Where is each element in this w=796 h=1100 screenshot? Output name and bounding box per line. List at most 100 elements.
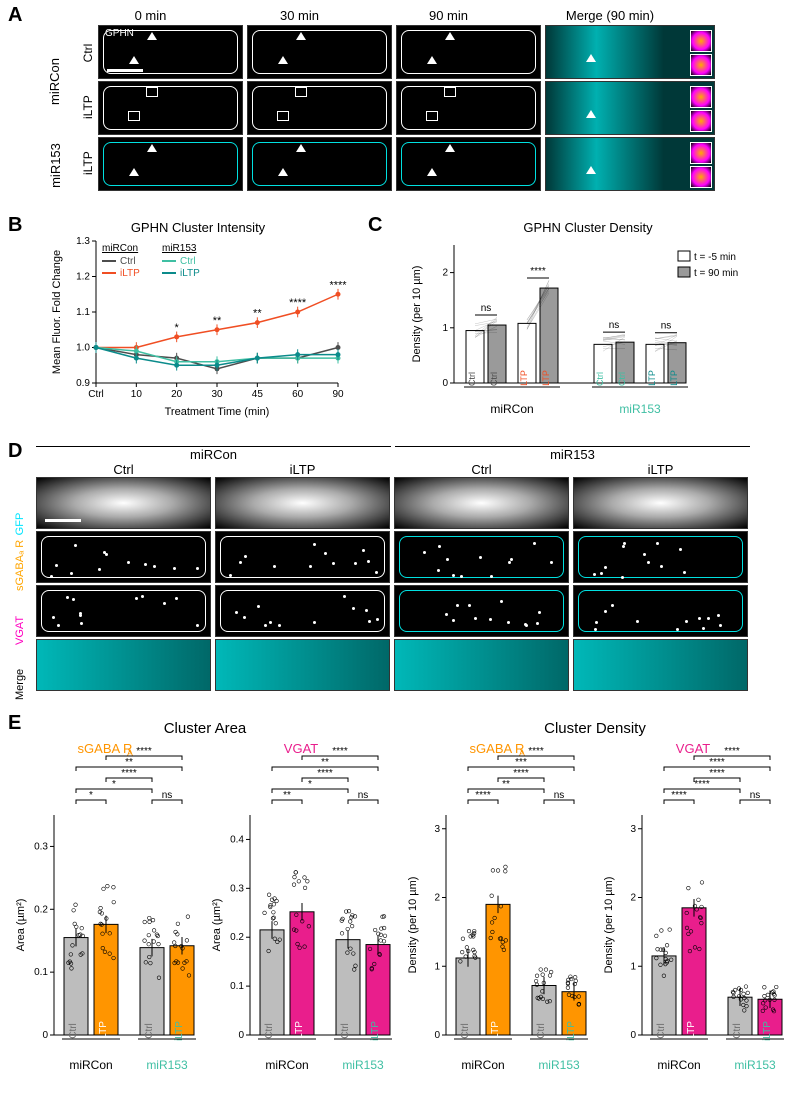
svg-text:ns: ns xyxy=(661,321,672,332)
e-chart-1: VGAT00.10.20.30.4Area (µm²)CtrliLTPmiRCo… xyxy=(206,737,396,1077)
c-chart-svg: 012Density (per 10 µm)t = -5 mint = 90 m… xyxy=(408,235,768,419)
svg-text:****: **** xyxy=(528,746,544,757)
svg-text:Ctrl: Ctrl xyxy=(264,1023,275,1039)
svg-text:1.0: 1.0 xyxy=(76,343,90,354)
svg-text:iLTP: iLTP xyxy=(180,268,200,279)
svg-text:0: 0 xyxy=(42,1030,48,1041)
svg-text:2: 2 xyxy=(630,893,636,904)
a-image-cell xyxy=(247,25,392,79)
a-cond-2: iLTP xyxy=(81,155,95,175)
d-image-cell xyxy=(573,477,748,529)
e-chart-0: sGABA RA00.10.20.3Area (µm²)CtrliLTPmiRC… xyxy=(10,737,200,1077)
e-chart-2: sGABA RA0123Density (per 10 µm)CtrliLTPm… xyxy=(402,737,592,1077)
svg-text:2: 2 xyxy=(442,268,448,279)
svg-text:ns: ns xyxy=(162,790,173,801)
svg-text:1.2: 1.2 xyxy=(76,272,90,283)
d-cond-3: iLTP xyxy=(573,462,748,477)
d-image-cell xyxy=(215,477,390,529)
svg-text:Area (µm²): Area (µm²) xyxy=(211,899,223,952)
svg-text:Density (per 10 µm): Density (per 10 µm) xyxy=(407,877,419,974)
svg-text:miRCon: miRCon xyxy=(102,243,138,254)
svg-text:0.1: 0.1 xyxy=(230,981,244,992)
svg-text:iLTP: iLTP xyxy=(294,1021,305,1041)
svg-text:*: * xyxy=(112,779,116,790)
svg-text:Ctrl: Ctrl xyxy=(88,389,104,400)
svg-text:45: 45 xyxy=(252,389,264,400)
a-time-headers: 0 min 30 min 90 min Merge (90 min) xyxy=(78,8,778,25)
svg-text:ns: ns xyxy=(609,320,620,331)
svg-text:10: 10 xyxy=(131,389,143,400)
svg-text:t = -5 min: t = -5 min xyxy=(694,252,736,263)
svg-text:**: ** xyxy=(213,315,222,327)
d-image-cell xyxy=(215,531,390,583)
svg-text:****: **** xyxy=(724,746,740,757)
svg-text:****: **** xyxy=(475,790,491,801)
svg-text:t = 90 min: t = 90 min xyxy=(694,268,738,279)
svg-text:0: 0 xyxy=(434,1030,440,1041)
a-group-mir153: miR153 xyxy=(48,143,63,188)
a-time-2: 90 min xyxy=(376,8,521,23)
svg-text:miR153: miR153 xyxy=(146,1058,188,1072)
svg-text:0.1: 0.1 xyxy=(34,967,48,978)
svg-text:*: * xyxy=(89,790,93,801)
svg-text:0.2: 0.2 xyxy=(230,932,244,943)
svg-text:0: 0 xyxy=(442,378,448,389)
svg-text:**: ** xyxy=(125,757,133,768)
svg-text:****: **** xyxy=(121,768,137,779)
svg-text:****: **** xyxy=(709,757,725,768)
svg-text:30: 30 xyxy=(211,389,223,400)
svg-text:Ctrl: Ctrl xyxy=(489,372,499,386)
svg-text:0.9: 0.9 xyxy=(76,378,90,389)
svg-text:0.3: 0.3 xyxy=(34,841,48,852)
svg-text:1: 1 xyxy=(434,961,440,972)
svg-text:****: **** xyxy=(317,768,333,779)
d-grid xyxy=(36,477,778,691)
c-title: GPHN Cluster Density xyxy=(408,220,768,235)
svg-text:Ctrl: Ctrl xyxy=(536,1023,547,1039)
svg-text:90: 90 xyxy=(332,389,344,400)
svg-text:Ctrl: Ctrl xyxy=(340,1023,351,1039)
svg-text:3: 3 xyxy=(434,824,440,835)
svg-text:sGABA R: sGABA R xyxy=(78,741,133,756)
d-image-cell xyxy=(36,477,211,529)
svg-text:0.2: 0.2 xyxy=(34,904,48,915)
d-image-cell xyxy=(573,639,748,691)
svg-text:1.3: 1.3 xyxy=(76,236,90,247)
svg-text:0.4: 0.4 xyxy=(230,834,244,845)
d-cond-headers: Ctrl iLTP Ctrl iLTP xyxy=(36,462,778,477)
svg-text:miRCon: miRCon xyxy=(657,1058,700,1072)
svg-text:Ctrl: Ctrl xyxy=(460,1023,471,1039)
panel-c: GPHN Cluster Density 012Density (per 10 … xyxy=(408,220,768,420)
d-image-cell xyxy=(394,531,569,583)
svg-text:ns: ns xyxy=(554,790,565,801)
svg-text:VGAT: VGAT xyxy=(676,741,710,756)
a-cond-1: iLTP xyxy=(81,99,95,119)
svg-text:***: *** xyxy=(515,757,527,768)
a-image-cell xyxy=(396,81,541,135)
scale-bar xyxy=(107,69,143,72)
svg-text:iLTP: iLTP xyxy=(686,1021,697,1041)
a-image-cell: GPHN xyxy=(98,25,243,79)
panel-a: 0 min 30 min 90 min Merge (90 min) miRCo… xyxy=(36,8,778,193)
svg-text:****: **** xyxy=(332,746,348,757)
svg-text:miR153: miR153 xyxy=(162,243,197,254)
svg-text:Ctrl: Ctrl xyxy=(180,256,196,267)
a-image-cell xyxy=(396,25,541,79)
d-channel-label: sGABAₐ R xyxy=(14,567,26,591)
svg-text:sGABA R: sGABA R xyxy=(470,741,525,756)
d-cond-2: Ctrl xyxy=(394,462,569,477)
svg-text:iLTP: iLTP xyxy=(490,1021,501,1041)
svg-text:20: 20 xyxy=(171,389,183,400)
svg-text:Treatment Time (min): Treatment Time (min) xyxy=(165,406,270,418)
svg-text:1.1: 1.1 xyxy=(76,307,90,318)
a-group-mircon: miRCon xyxy=(47,58,62,105)
svg-text:2: 2 xyxy=(434,893,440,904)
d-image-cell xyxy=(36,639,211,691)
svg-text:0: 0 xyxy=(630,1030,636,1041)
a-merge-cell xyxy=(545,137,715,191)
a-image-cell xyxy=(98,81,243,135)
svg-text:ns: ns xyxy=(481,303,492,314)
a-side-labels: miRCon miR153 xyxy=(36,25,78,193)
a-merge-cell xyxy=(545,25,715,79)
d-cond-1: iLTP xyxy=(215,462,390,477)
